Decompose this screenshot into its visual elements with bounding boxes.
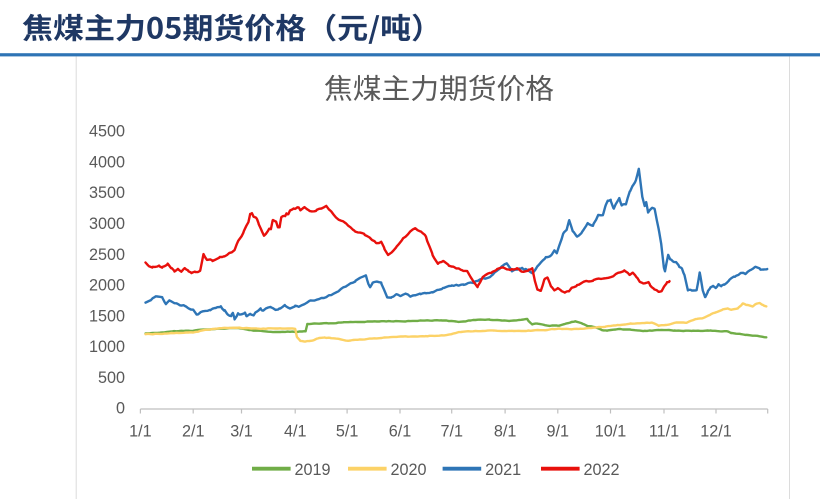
svg-text:0: 0 [116,400,125,418]
svg-text:10/1: 10/1 [595,423,627,441]
svg-text:9/1: 9/1 [547,423,570,441]
svg-text:4500: 4500 [89,123,125,141]
svg-text:7/1: 7/1 [440,423,463,441]
svg-text:2019: 2019 [295,461,331,479]
svg-text:6/1: 6/1 [389,423,412,441]
svg-text:11/1: 11/1 [649,423,679,441]
svg-text:4/1: 4/1 [284,423,307,441]
svg-text:2022: 2022 [584,461,620,479]
svg-text:500: 500 [98,369,125,387]
svg-text:2500: 2500 [89,246,125,264]
svg-text:8/1: 8/1 [494,423,517,441]
svg-text:3500: 3500 [89,184,125,202]
svg-text:2021: 2021 [485,461,521,479]
svg-text:2/1: 2/1 [182,423,205,441]
svg-text:2000: 2000 [89,277,125,295]
svg-text:3000: 3000 [89,215,125,233]
svg-text:1000: 1000 [89,338,125,356]
svg-text:2020: 2020 [391,461,427,479]
svg-text:4000: 4000 [89,153,125,171]
svg-text:1500: 1500 [89,307,125,325]
svg-text:3/1: 3/1 [230,423,253,441]
svg-text:1/1: 1/1 [129,423,152,441]
svg-text:12/1: 12/1 [700,423,732,441]
svg-text:5/1: 5/1 [336,423,359,441]
